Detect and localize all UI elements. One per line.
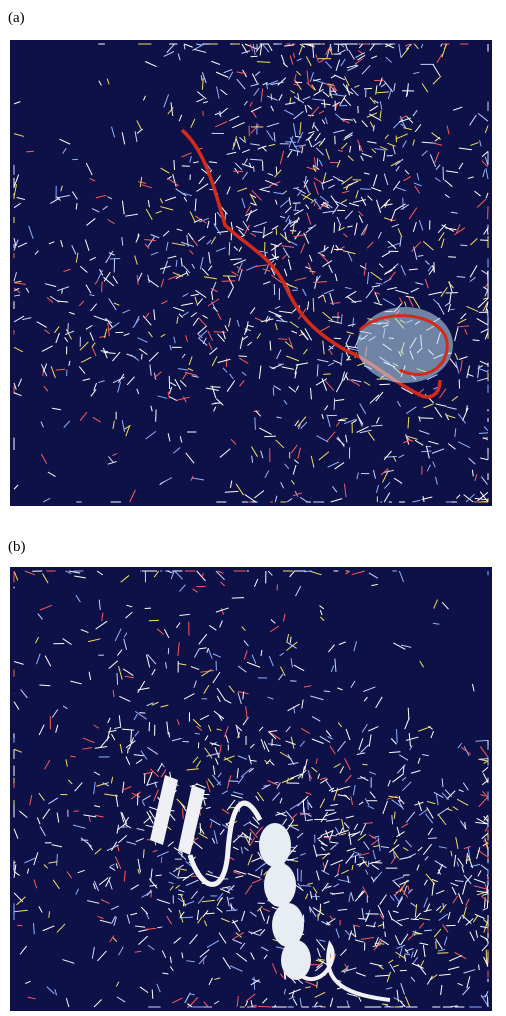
bond [142, 354, 143, 359]
helix-turn [264, 863, 296, 907]
panel-b-background [10, 567, 492, 1011]
bond [205, 913, 215, 914]
bond [372, 862, 383, 863]
bond [183, 809, 184, 819]
bond [397, 729, 398, 743]
bond [128, 748, 129, 753]
bond [264, 436, 276, 437]
bond [386, 155, 391, 156]
bond [238, 356, 246, 357]
bond [278, 339, 287, 340]
bond [334, 338, 341, 339]
bond [362, 764, 367, 765]
bond [152, 989, 153, 998]
bond [210, 387, 220, 388]
bond [408, 708, 409, 720]
bond [487, 997, 488, 1007]
bond [411, 919, 419, 920]
bond [182, 741, 189, 742]
bond [157, 927, 162, 928]
bond [117, 673, 118, 685]
bond [428, 838, 437, 839]
figure: (a) (b) [0, 0, 506, 1016]
bond [424, 930, 432, 931]
bond [317, 158, 318, 166]
page: {"panels": [{"label": "(a)"}, {"label": … [0, 0, 506, 1016]
bond [258, 1006, 272, 1007]
bond [253, 166, 254, 172]
bond [229, 242, 230, 255]
bond [26, 151, 34, 152]
bond [360, 189, 371, 190]
helix-turn [272, 903, 304, 947]
bond [450, 309, 455, 310]
bond [174, 160, 175, 170]
bond [203, 111, 204, 116]
bond [137, 793, 138, 805]
bond [338, 44, 339, 52]
bond [195, 733, 200, 734]
bond [275, 244, 276, 258]
bond [49, 911, 50, 917]
bond [139, 713, 145, 714]
bond [273, 387, 274, 395]
bond [436, 941, 437, 949]
bond [276, 167, 277, 174]
bond [379, 384, 390, 385]
bond [420, 418, 434, 419]
bond [479, 965, 480, 971]
bond [300, 813, 305, 814]
bond [222, 281, 235, 282]
bond [479, 759, 488, 760]
panel-label: (a) [8, 10, 25, 26]
bond [156, 875, 162, 876]
bond [308, 800, 309, 810]
bond [437, 953, 448, 954]
bond [255, 417, 256, 429]
helix-turn [281, 940, 311, 980]
bond [102, 282, 103, 293]
helix-turn [259, 823, 291, 867]
bond [382, 1004, 388, 1005]
bond [317, 981, 318, 988]
bond [301, 885, 311, 886]
bond [334, 398, 335, 410]
bond [412, 934, 422, 935]
panel-label: (b) [8, 539, 26, 555]
panel-a-background [10, 40, 492, 506]
bond [324, 837, 331, 838]
bond [169, 732, 170, 737]
bond [383, 921, 384, 928]
bond [363, 823, 372, 824]
bond [443, 167, 444, 180]
bond [448, 257, 456, 258]
bond [385, 932, 386, 937]
